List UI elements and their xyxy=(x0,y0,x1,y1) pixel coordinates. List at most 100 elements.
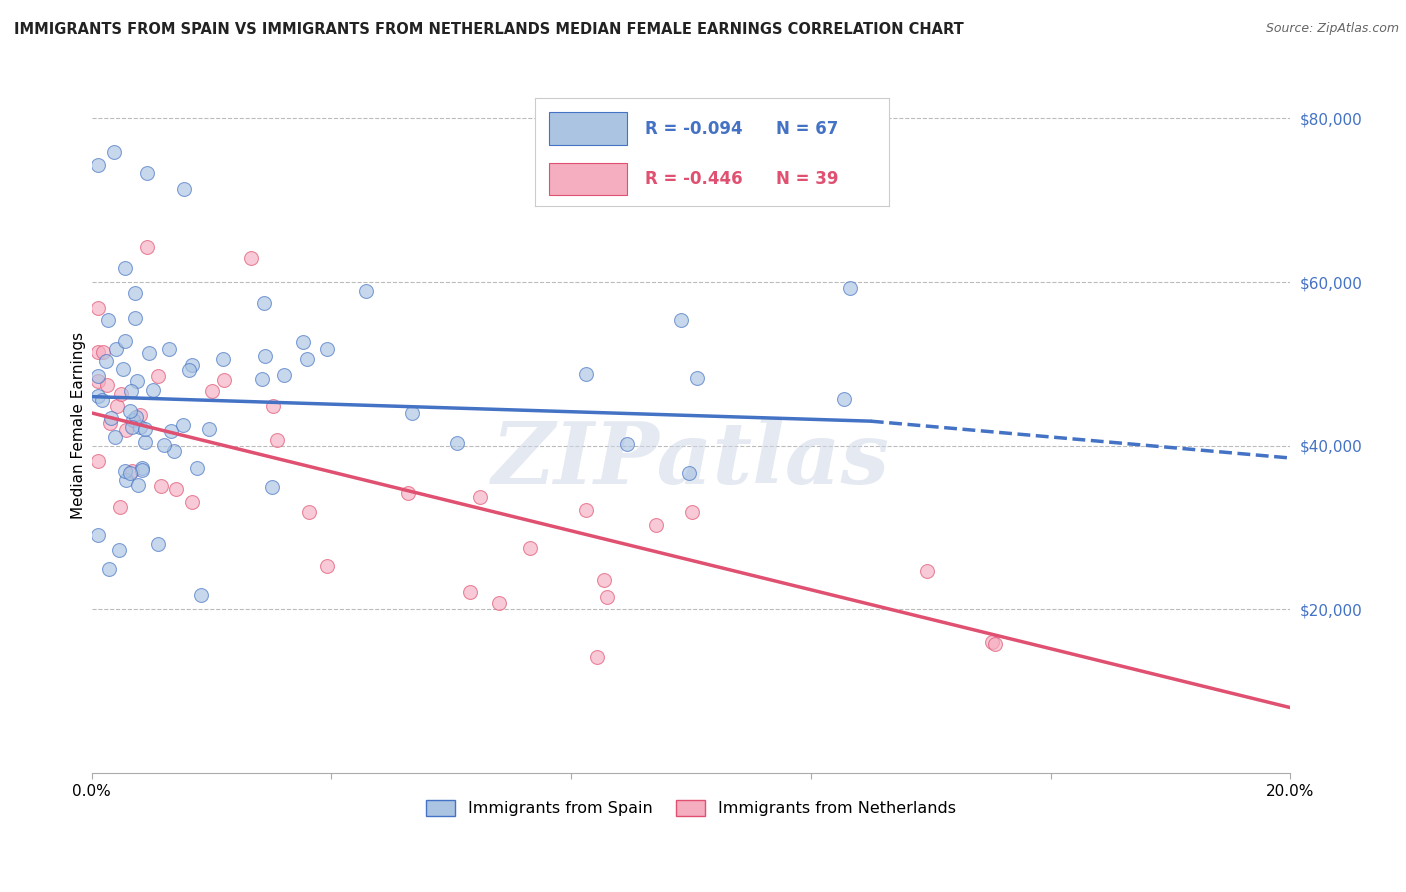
Point xyxy=(125,409,148,424)
Point xyxy=(114,334,136,349)
Point xyxy=(186,461,208,475)
Point xyxy=(129,420,152,434)
Point xyxy=(160,424,183,438)
Point xyxy=(468,490,491,504)
Text: ZIPatlas: ZIPatlas xyxy=(492,418,890,502)
Point xyxy=(124,311,146,326)
Point xyxy=(644,518,666,533)
Point xyxy=(115,423,138,437)
Point xyxy=(297,351,319,366)
Point xyxy=(87,345,110,359)
Point xyxy=(177,363,200,377)
Point xyxy=(122,412,145,426)
Point xyxy=(93,345,115,359)
Point xyxy=(592,573,614,587)
Point xyxy=(458,585,481,599)
Point xyxy=(129,409,152,423)
Text: Source: ZipAtlas.com: Source: ZipAtlas.com xyxy=(1265,22,1399,36)
Point xyxy=(149,478,172,492)
Point xyxy=(104,430,127,444)
Point xyxy=(201,384,224,398)
Point xyxy=(198,422,221,436)
Point xyxy=(87,388,110,402)
Point xyxy=(162,444,184,458)
Point xyxy=(87,374,110,388)
Point xyxy=(146,537,169,551)
Point xyxy=(142,383,165,397)
Point xyxy=(669,313,692,327)
Point xyxy=(180,359,202,373)
Point xyxy=(253,349,276,363)
Point xyxy=(681,505,703,519)
Point xyxy=(115,473,138,487)
Point xyxy=(136,166,159,180)
Text: IMMIGRANTS FROM SPAIN VS IMMIGRANTS FROM NETHERLANDS MEDIAN FEMALE EARNINGS CORR: IMMIGRANTS FROM SPAIN VS IMMIGRANTS FROM… xyxy=(14,22,963,37)
Point xyxy=(685,370,707,384)
Point xyxy=(488,596,510,610)
Point xyxy=(211,352,233,367)
Point xyxy=(172,418,194,433)
Point xyxy=(120,467,142,481)
Point xyxy=(87,301,110,315)
Point xyxy=(981,634,1004,648)
Point xyxy=(97,313,120,327)
Y-axis label: Median Female Earnings: Median Female Earnings xyxy=(72,332,86,519)
Point xyxy=(114,464,136,478)
Point xyxy=(87,158,110,172)
Point xyxy=(315,343,337,357)
Point xyxy=(266,433,288,447)
Point xyxy=(146,369,169,384)
Point xyxy=(120,404,142,418)
Point xyxy=(838,281,860,295)
Point xyxy=(678,466,700,480)
Point xyxy=(98,562,121,576)
Point xyxy=(253,296,276,310)
Point xyxy=(250,372,273,386)
Legend: Immigrants from Spain, Immigrants from Netherlands: Immigrants from Spain, Immigrants from N… xyxy=(418,792,965,824)
Point xyxy=(401,406,423,420)
Point xyxy=(138,346,160,360)
Point xyxy=(153,438,176,452)
Point xyxy=(832,392,855,406)
Point xyxy=(575,367,598,381)
Point xyxy=(586,650,609,665)
Point xyxy=(100,410,122,425)
Point xyxy=(214,373,236,387)
Point xyxy=(519,541,541,555)
Point xyxy=(134,422,156,436)
Point xyxy=(121,464,143,478)
Point xyxy=(121,420,143,434)
Point xyxy=(87,369,110,384)
Point xyxy=(110,500,132,514)
Point xyxy=(120,384,142,399)
Point xyxy=(165,483,187,497)
Point xyxy=(915,564,938,578)
Point xyxy=(262,480,284,494)
Point xyxy=(292,334,315,349)
Point xyxy=(103,145,125,159)
Point xyxy=(354,284,377,298)
Point xyxy=(96,378,118,392)
Point xyxy=(131,462,153,476)
Point xyxy=(127,477,149,491)
Point xyxy=(575,503,598,517)
Point xyxy=(136,240,159,254)
Point xyxy=(190,588,212,602)
Point xyxy=(98,416,121,430)
Point xyxy=(127,374,149,388)
Point xyxy=(124,286,146,301)
Point xyxy=(273,368,295,382)
Point xyxy=(134,435,156,450)
Point xyxy=(181,494,204,508)
Point xyxy=(112,361,135,376)
Point xyxy=(91,393,114,408)
Point xyxy=(315,559,337,574)
Point xyxy=(446,435,468,450)
Point xyxy=(131,460,153,475)
Point xyxy=(262,399,284,413)
Point xyxy=(616,437,638,451)
Point xyxy=(173,182,195,196)
Point xyxy=(87,454,110,468)
Point xyxy=(595,590,617,604)
Point xyxy=(105,342,128,356)
